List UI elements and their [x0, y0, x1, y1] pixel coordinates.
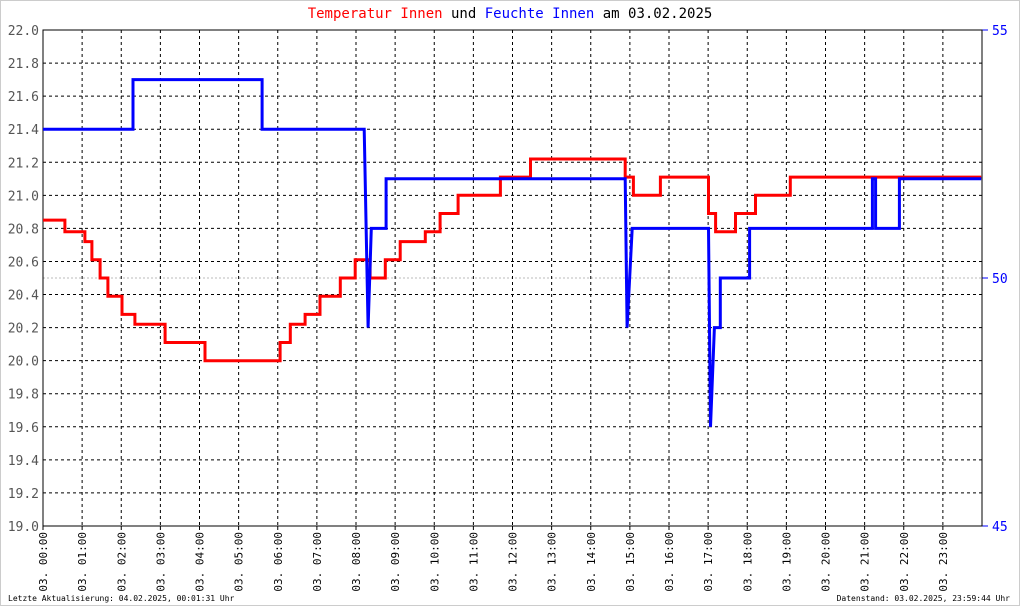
y-tick-label: 20.0: [8, 355, 39, 370]
y-tick-label: 20.4: [8, 289, 39, 304]
y-tick-label: 19.6: [8, 421, 39, 436]
x-tick-label: 03. 00:00: [37, 532, 50, 592]
y-tick-label: 20.6: [8, 255, 39, 270]
x-tick-label: 03. 17:00: [702, 532, 715, 592]
y-tick-label: 19.8: [8, 388, 39, 403]
title-joiner: und: [451, 6, 476, 22]
title-date: am 03.02.2025: [603, 6, 713, 22]
x-tick-label: 03. 12:00: [507, 532, 520, 592]
title-series-2: Feuchte Innen: [485, 6, 595, 22]
x-tick-label: 03. 18:00: [741, 532, 754, 592]
x-tick-label: 03. 15:00: [624, 532, 637, 592]
x-tick-label: 03. 04:00: [194, 532, 207, 592]
y2-tick-label: 50: [992, 272, 1008, 287]
x-tick-label: 03. 08:00: [350, 532, 363, 592]
x-tick-label: 03. 05:00: [233, 532, 246, 592]
series-line: [43, 78, 982, 427]
x-tick-label: 03. 02:00: [115, 532, 128, 592]
x-tick-label: 03. 09:00: [389, 532, 402, 592]
y-tick-label: 21.8: [8, 57, 39, 72]
x-tick-label: 03. 16:00: [663, 532, 676, 592]
x-tick-label: 03. 06:00: [272, 532, 285, 592]
y-tick-label: 19.0: [8, 520, 39, 535]
footer-left: Letzte Aktualisierung: 04.02.2025, 00:01…: [8, 594, 235, 603]
x-tick-label: 03. 11:00: [467, 532, 480, 592]
x-tick-label: 03. 14:00: [585, 532, 598, 592]
x-tick-label: 03. 19:00: [780, 532, 793, 592]
y-tick-label: 21.0: [8, 189, 39, 204]
x-tick-label: 03. 01:00: [76, 532, 89, 592]
plot-frame: [42, 29, 983, 527]
x-tick-label: 03. 03:00: [154, 532, 167, 592]
y-tick-label: 22.0: [8, 24, 39, 39]
y-tick-label: 21.4: [8, 123, 39, 138]
y2-tick-label: 45: [992, 520, 1008, 535]
y-tick-label: 21.6: [8, 90, 39, 105]
y-tick-label: 21.2: [8, 156, 39, 171]
chart-title: Temperatur Innen und Feuchte Innen am 03…: [308, 6, 713, 22]
x-tick-label: 03. 07:00: [311, 532, 324, 592]
title-series-1: Temperatur Innen: [308, 6, 443, 22]
x-tick-label: 03. 22:00: [898, 532, 911, 592]
y-tick-label: 19.2: [8, 487, 39, 502]
x-tick-label: 03. 23:00: [937, 532, 950, 592]
footer-right: Datenstand: 03.02.2025, 23:59:44 Uhr: [837, 594, 1011, 603]
y-tick-label: 20.8: [8, 222, 39, 237]
x-tick-label: 03. 21:00: [859, 532, 872, 592]
x-tick-label: 03. 20:00: [820, 532, 833, 592]
y2-tick-label: 55: [992, 24, 1008, 39]
y-tick-label: 19.4: [8, 454, 39, 469]
x-tick-label: 03. 10:00: [428, 532, 441, 592]
x-tick-label: 03. 13:00: [546, 532, 559, 592]
y-tick-label: 20.2: [8, 322, 39, 337]
